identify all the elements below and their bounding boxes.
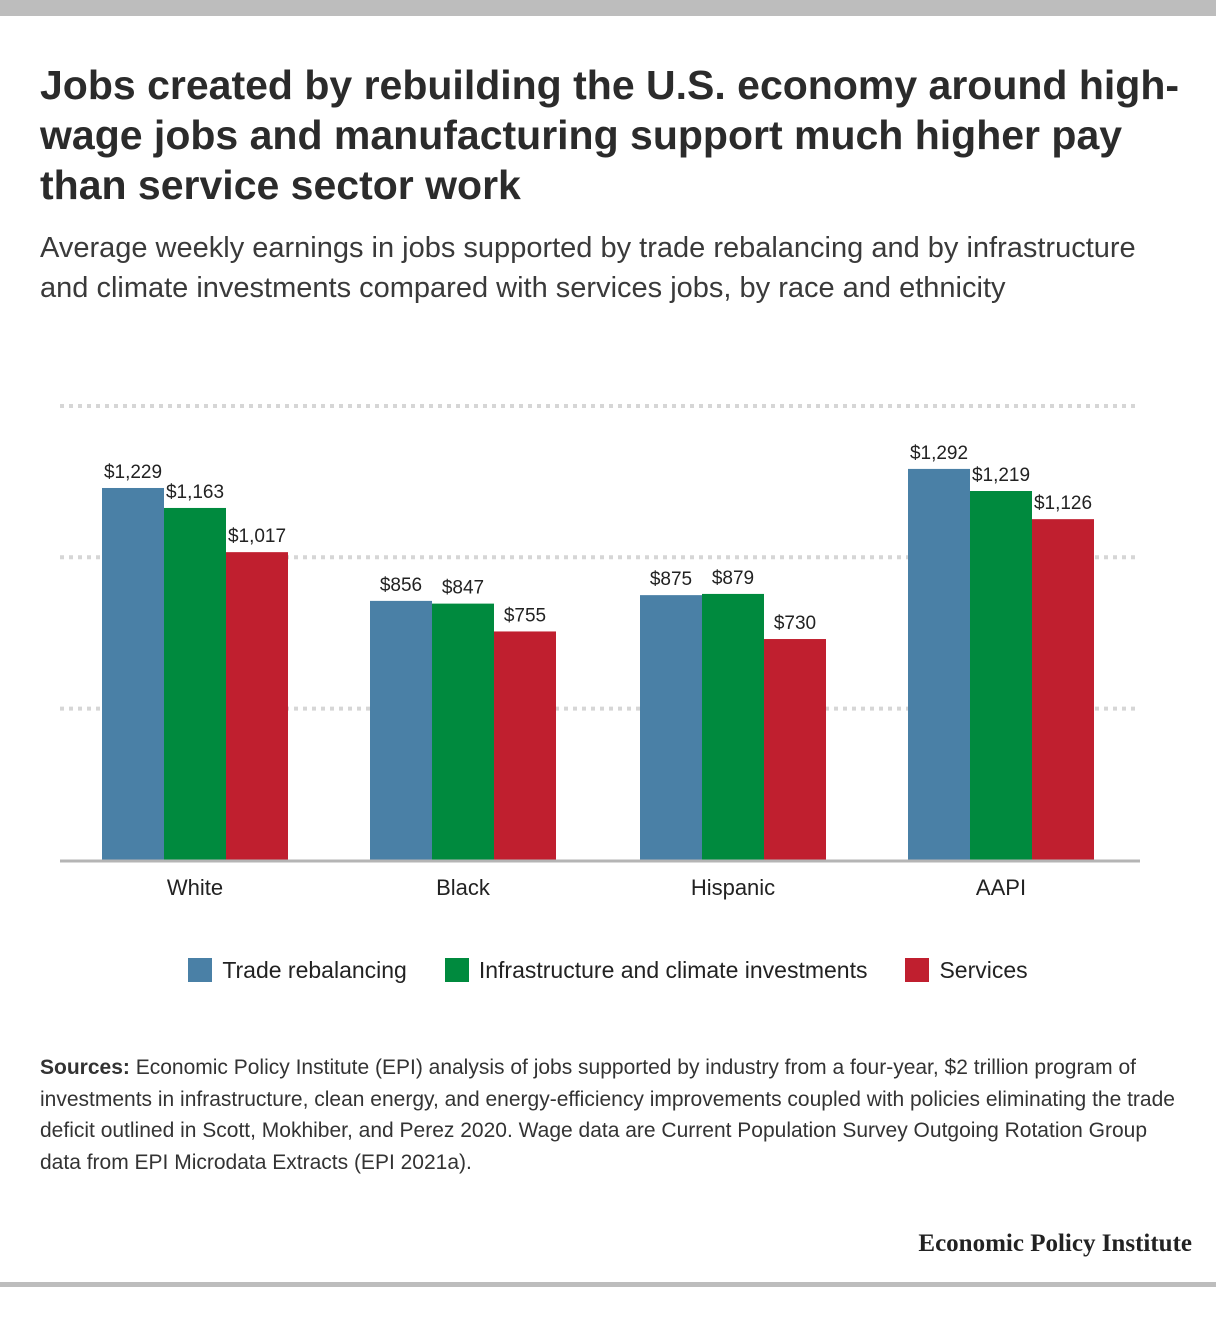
bar-black-1 <box>432 603 494 860</box>
bar-aapi-0 <box>908 468 970 860</box>
legend-label-1: Infrastructure and climate investments <box>478 956 868 983</box>
top-rule <box>0 0 1216 16</box>
data-label-hispanic-0: $875 <box>650 569 692 590</box>
legend-swatch-1 <box>444 958 469 982</box>
category-label-black: Black <box>436 875 491 900</box>
legend: Trade rebalancing Infrastructure and clim… <box>0 950 1216 990</box>
bar-hispanic-0 <box>640 595 702 860</box>
legend-swatch-0 <box>188 958 213 982</box>
bar-chart: $1,229$1,163 $1,017 White $856 $847 $755 Black… <box>60 403 1140 900</box>
sources-note: Sources: Economic Policy Institute (EPI)… <box>40 1052 1180 1178</box>
bar-hispanic-1 <box>702 593 764 860</box>
legend-item-2: Services <box>905 956 1028 984</box>
data-label-hispanic-1: $879 <box>712 568 754 589</box>
bar-aapi-1 <box>970 491 1032 860</box>
legend-swatch-2 <box>905 958 930 982</box>
bottom-rule <box>0 1282 1216 1287</box>
chart-subtitle: Average weekly earnings in jobs supporte… <box>40 232 1136 304</box>
data-label-black-0: $856 <box>380 575 422 596</box>
bar-white-1 <box>164 507 226 860</box>
bar-aapi-2 <box>1032 519 1094 860</box>
data-label-white-0: $1,229 <box>104 462 162 483</box>
bar-hispanic-2 <box>764 639 826 860</box>
legend-item-0: Trade rebalancing <box>188 957 407 984</box>
bar-black-2 <box>494 631 556 860</box>
data-label-hispanic-2: $730 <box>774 613 816 634</box>
brand-logo-text: Economic Policy Institute <box>918 1230 1192 1257</box>
bar-white-0 <box>102 487 164 860</box>
category-label-white: White <box>167 875 223 900</box>
data-label-aapi-2: $1,126 <box>1034 493 1092 514</box>
legend-label-0: Trade rebalancing <box>222 956 407 983</box>
bar-white-2 <box>226 552 288 860</box>
bar-black-0 <box>370 600 432 860</box>
data-label-black-1: $847 <box>442 578 484 599</box>
category-label-aapi: AAPI <box>976 875 1026 900</box>
data-label-white-2: $1,017 <box>228 526 286 547</box>
chart-title: Jobs created by rebuilding the U.S. econ… <box>40 62 1180 208</box>
category-label-hispanic: Hispanic <box>691 875 775 900</box>
legend-item-1: Infrastructure and climate investments <box>444 956 868 984</box>
data-label-black-2: $755 <box>504 605 546 626</box>
sources-text: Economic Policy Institute (EPI) analysis… <box>40 1056 1175 1174</box>
sources-label: Sources: <box>40 1056 130 1079</box>
data-label-white-1: $1,163 <box>166 482 224 503</box>
legend-label-2: Services <box>939 956 1028 983</box>
data-label-aapi-0: $1,292 <box>910 443 968 464</box>
data-label-aapi-1: $1,219 <box>972 465 1030 486</box>
